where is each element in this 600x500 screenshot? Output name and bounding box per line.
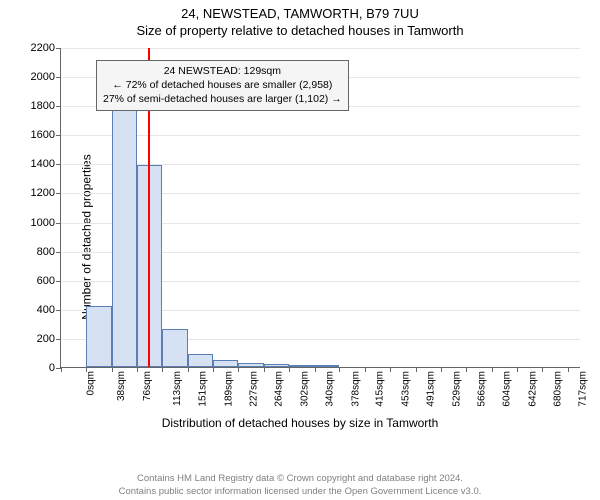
x-tick-label: 340sqm [325, 371, 336, 407]
chart-title-sub: Size of property relative to detached ho… [0, 21, 600, 38]
x-tick-mark [137, 367, 138, 372]
x-tick-mark [339, 367, 340, 372]
gridline [61, 135, 580, 136]
x-tick-label: 76sqm [142, 371, 153, 401]
x-tick-label: 378sqm [350, 371, 361, 407]
x-tick-mark [466, 367, 467, 372]
x-tick-label: 151sqm [198, 371, 209, 407]
x-tick-label: 529sqm [452, 371, 463, 407]
y-tick-label: 200 [37, 333, 61, 345]
x-tick-mark [61, 367, 62, 372]
histogram-bar [238, 363, 263, 367]
x-tick-label: 227sqm [249, 371, 260, 407]
y-tick-label: 1000 [31, 217, 61, 229]
histogram-bar [264, 364, 289, 367]
x-tick-label: 566sqm [476, 371, 487, 407]
y-tick-label: 600 [37, 275, 61, 287]
x-axis-label: Distribution of detached houses by size … [0, 416, 600, 430]
histogram-bar [162, 329, 187, 367]
x-tick-label: 189sqm [223, 371, 234, 407]
histogram-bar [86, 306, 111, 367]
y-tick-label: 800 [37, 246, 61, 258]
x-tick-label: 0sqm [85, 371, 96, 395]
histogram-bar [188, 354, 213, 367]
attribution-text: Contains HM Land Registry data © Crown c… [0, 473, 600, 498]
x-tick-mark [86, 367, 87, 372]
x-tick-mark [365, 367, 366, 372]
x-tick-mark [416, 367, 417, 372]
attribution-line1: Contains HM Land Registry data © Crown c… [0, 473, 600, 485]
chart-title-main: 24, NEWSTEAD, TAMWORTH, B79 7UU [0, 0, 600, 21]
y-tick-label: 1400 [31, 158, 61, 170]
x-tick-label: 642sqm [527, 371, 538, 407]
x-tick-mark [517, 367, 518, 372]
x-tick-label: 717sqm [578, 371, 589, 407]
x-tick-mark [112, 367, 113, 372]
x-tick-label: 453sqm [401, 371, 412, 407]
x-tick-label: 38sqm [117, 371, 128, 401]
y-tick-label: 0 [49, 362, 61, 374]
x-tick-mark [213, 367, 214, 372]
y-tick-label: 1200 [31, 187, 61, 199]
y-tick-label: 1600 [31, 129, 61, 141]
histogram-bar [137, 165, 162, 367]
histogram-bar [213, 360, 238, 367]
x-tick-label: 680sqm [553, 371, 564, 407]
x-tick-mark [289, 367, 290, 372]
y-tick-label: 2000 [31, 71, 61, 83]
x-tick-label: 491sqm [426, 371, 437, 407]
annotation-box: 24 NEWSTEAD: 129sqm← 72% of detached hou… [96, 60, 349, 111]
y-tick-label: 2200 [31, 42, 61, 54]
histogram-bar [315, 365, 340, 367]
gridline [61, 48, 580, 49]
x-tick-mark [492, 367, 493, 372]
x-tick-mark [162, 367, 163, 372]
x-tick-label: 113sqm [172, 371, 183, 406]
x-tick-mark [542, 367, 543, 372]
x-tick-label: 302sqm [299, 371, 310, 407]
x-tick-label: 264sqm [274, 371, 285, 407]
histogram-bar [112, 104, 137, 367]
x-tick-mark [441, 367, 442, 372]
plot-region: 0200400600800100012001400160018002000220… [60, 48, 580, 368]
y-tick-label: 400 [37, 304, 61, 316]
annotation-line3: 27% of semi-detached houses are larger (… [103, 92, 342, 106]
x-tick-mark [264, 367, 265, 372]
x-tick-label: 415sqm [375, 371, 386, 407]
x-tick-mark [315, 367, 316, 372]
annotation-line2: ← 72% of detached houses are smaller (2,… [103, 78, 342, 92]
chart-area: Number of detached properties 0200400600… [0, 42, 600, 432]
attribution-line2: Contains public sector information licen… [0, 486, 600, 498]
x-tick-mark [238, 367, 239, 372]
histogram-bar [289, 365, 314, 367]
x-tick-label: 604sqm [502, 371, 513, 407]
annotation-line1: 24 NEWSTEAD: 129sqm [103, 64, 342, 78]
x-tick-mark [568, 367, 569, 372]
x-tick-mark [188, 367, 189, 372]
y-tick-label: 1800 [31, 100, 61, 112]
x-tick-mark [390, 367, 391, 372]
